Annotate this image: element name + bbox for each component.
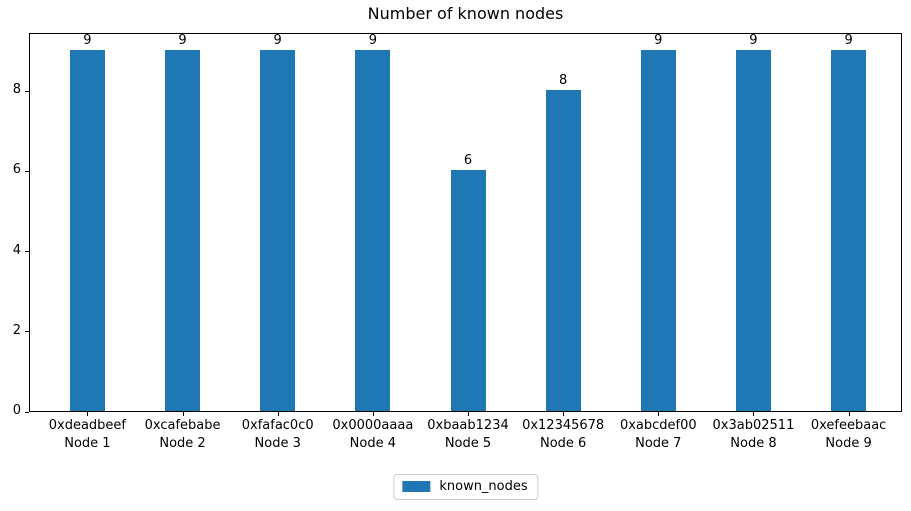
- x-tick-label: 0x0000aaaa Node 4: [308, 417, 438, 454]
- y-tick-label: 4: [12, 242, 21, 258]
- y-tick-mark: [25, 171, 29, 172]
- x-tick-label-node: Node 7: [635, 436, 682, 452]
- bar-value-label: 9: [844, 33, 853, 48]
- x-tick-label-node: Node 6: [539, 436, 587, 452]
- x-tick-label-address: 0xcafebabe: [144, 418, 221, 433]
- x-tick-label-address: 0xabcdef00: [619, 418, 697, 433]
- y-tick-label: 6: [12, 162, 21, 178]
- x-tick-mark: [753, 412, 755, 416]
- x-tick-label-node: Node 2: [159, 436, 206, 452]
- x-tick-mark: [372, 412, 374, 416]
- x-tick-label: 0xcafebabe Node 2: [118, 417, 248, 454]
- x-tick-label-address: 0x3ab02511: [712, 418, 795, 433]
- x-tick-mark: [848, 412, 850, 416]
- bar: [355, 50, 391, 411]
- x-tick-label: 0xbaab1234 Node 5: [403, 417, 533, 454]
- x-tick-mark: [563, 412, 565, 416]
- bar: [831, 50, 867, 411]
- bar: [165, 50, 201, 411]
- bar-value-label: 8: [559, 73, 568, 88]
- x-tick-mark: [182, 412, 184, 416]
- bar-value-label: 6: [463, 153, 473, 168]
- bar: [260, 50, 296, 411]
- y-tick-label: 2: [12, 322, 21, 338]
- y-tick-mark: [25, 331, 29, 332]
- bar-value-label: 9: [83, 33, 92, 48]
- bar: [69, 50, 105, 411]
- y-tick-label: 0: [12, 403, 21, 418]
- bar-value-label: 9: [749, 33, 758, 48]
- bar: [640, 50, 676, 411]
- x-tick-label: 0x12345678 Node 6: [498, 417, 628, 454]
- x-tick-label-node: Node 1: [64, 436, 111, 452]
- bar-value-label: 9: [654, 33, 663, 48]
- x-tick-label-address: 0xbaab1234: [427, 418, 509, 433]
- x-tick-mark: [468, 412, 469, 416]
- y-tick-mark: [25, 91, 29, 92]
- bar: [735, 50, 771, 411]
- x-tick-label-node: Node 3: [254, 436, 301, 452]
- x-tick-label-address: 0x0000aaaa: [332, 418, 414, 433]
- bar: [450, 170, 486, 411]
- x-tick-label-node: Node 4: [349, 436, 397, 452]
- x-tick-mark: [87, 412, 89, 416]
- x-tick-label: 0x3ab02511 Node 8: [688, 417, 818, 454]
- x-tick-label-address: 0x12345678: [522, 418, 605, 433]
- x-tick-label-address: 0xfafac0c0: [241, 418, 314, 433]
- x-tick-label-address: 0xdeadbeef: [48, 418, 127, 433]
- bar-value-label: 9: [273, 33, 282, 48]
- bar-value-label: 9: [178, 33, 187, 48]
- x-tick-label-node: Node 9: [825, 436, 872, 452]
- legend: known_nodes: [393, 474, 539, 500]
- x-tick-label-node: Node 8: [730, 436, 777, 452]
- y-tick-mark: [25, 251, 29, 252]
- y-tick-mark: [25, 412, 29, 413]
- x-tick-label: 0xabcdef00 Node 7: [593, 417, 723, 454]
- bar-value-label: 9: [368, 33, 377, 48]
- y-tick-label: 8: [12, 82, 21, 98]
- legend-label: known_nodes: [439, 479, 528, 494]
- chart-title: Number of known nodes: [367, 4, 564, 23]
- x-tick-mark: [658, 412, 660, 416]
- legend-swatch-icon: [402, 481, 431, 492]
- x-tick-label: 0xfafac0c0 Node 3: [213, 417, 343, 454]
- x-tick-label: 0xefeebaac Node 9: [784, 417, 911, 454]
- x-tick-label-node: Node 5: [444, 436, 492, 452]
- x-tick-label: 0xdeadbeef Node 1: [22, 417, 152, 454]
- x-tick-mark: [277, 412, 279, 416]
- bar: [545, 90, 581, 411]
- x-tick-label-address: 0xefeebaac: [810, 418, 887, 433]
- plot-area: [29, 33, 902, 412]
